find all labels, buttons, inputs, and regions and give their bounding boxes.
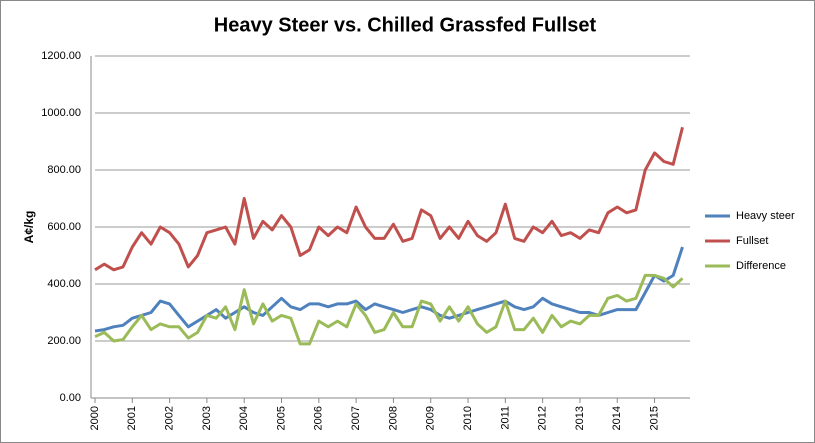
x-tick-label: 2003 — [201, 406, 213, 430]
x-tick-label: 2013 — [574, 406, 586, 430]
x-tick-label: 2014 — [611, 406, 623, 430]
x-tick-label: 2011 — [499, 406, 511, 430]
series-line — [94, 273, 684, 346]
y-tick-label: 0.00 — [60, 392, 81, 404]
x-tick-label: 2000 — [89, 406, 101, 430]
x-tick-label: 2006 — [313, 406, 325, 430]
y-tick-label: 1200.00 — [41, 50, 81, 62]
x-tick-label: 2007 — [350, 406, 362, 430]
y-tick-label: 1000.00 — [41, 107, 81, 119]
x-tick-label: 2015 — [648, 406, 660, 430]
series-line — [94, 126, 684, 272]
x-tick-label: 2005 — [275, 406, 287, 430]
y-tick-label: 400.00 — [47, 278, 81, 290]
x-tick-label: 2004 — [238, 406, 250, 430]
y-axis-label: A¢/kg — [22, 211, 36, 244]
legend-label: Difference — [736, 260, 786, 272]
y-tick-label: 600.00 — [47, 221, 81, 233]
x-tick-label: 2008 — [387, 406, 399, 430]
chart-title: Heavy Steer vs. Chilled Grassfed Fullset — [214, 14, 597, 36]
x-tick-label: 2010 — [462, 406, 474, 430]
x-tick-label: 2002 — [164, 406, 176, 430]
x-tick-label: 2009 — [425, 406, 437, 430]
legend-label: Heavy steer — [736, 210, 795, 222]
x-tick-label: 2012 — [537, 406, 549, 430]
series-line — [94, 246, 684, 333]
legend-label: Fullset — [736, 235, 768, 247]
x-tick-label: 2001 — [126, 406, 138, 430]
y-tick-label: 200.00 — [47, 335, 81, 347]
y-tick-label: 800.00 — [47, 164, 81, 176]
